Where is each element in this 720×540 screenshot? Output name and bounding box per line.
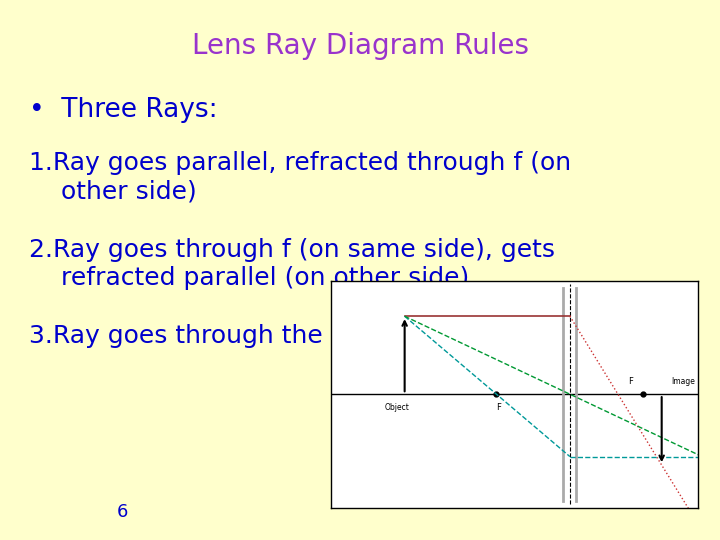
Text: Image: Image [671, 377, 695, 386]
Text: 3.Ray goes through the center of lens: 3.Ray goes through the center of lens [29, 324, 503, 348]
Text: Lens Ray Diagram Rules: Lens Ray Diagram Rules [192, 32, 528, 60]
Text: Object: Object [385, 403, 410, 412]
Text: 6: 6 [117, 503, 128, 521]
Text: •  Three Rays:: • Three Rays: [29, 97, 217, 123]
Text: F: F [628, 376, 633, 386]
Text: F: F [496, 403, 500, 412]
Text: 1.Ray goes parallel, refracted through f (on
    other side): 1.Ray goes parallel, refracted through f… [29, 151, 571, 204]
Text: 2.Ray goes through f (on same side), gets
    refracted parallel (on other side): 2.Ray goes through f (on same side), get… [29, 238, 555, 291]
